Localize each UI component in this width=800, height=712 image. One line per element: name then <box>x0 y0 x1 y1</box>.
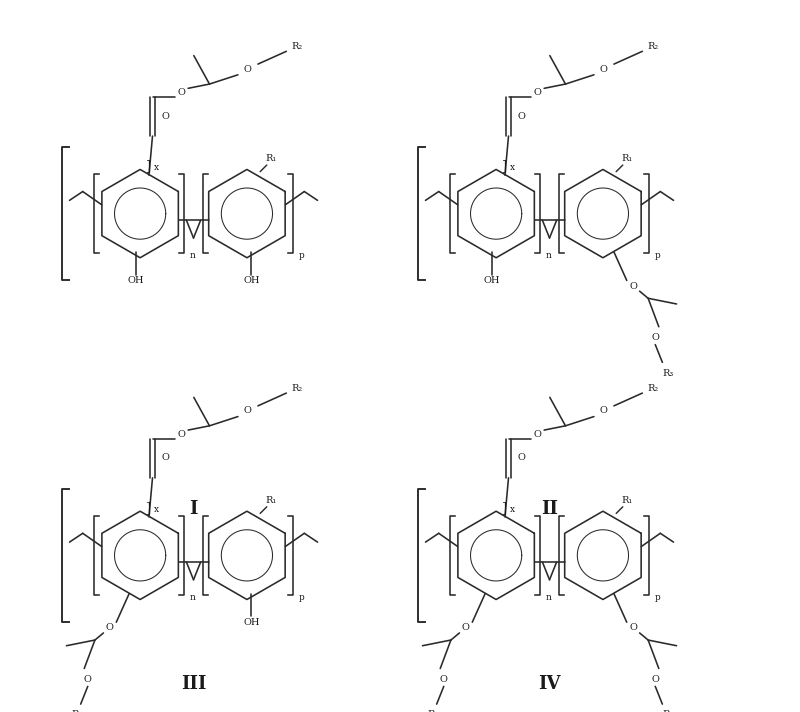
Text: x: x <box>154 163 159 172</box>
Text: p: p <box>299 593 305 602</box>
Text: O: O <box>630 624 638 632</box>
Text: R₃: R₃ <box>662 369 674 377</box>
Text: n: n <box>546 251 552 260</box>
Text: O: O <box>651 675 659 684</box>
Text: O: O <box>177 88 185 97</box>
Text: O: O <box>599 407 607 415</box>
Text: O: O <box>162 112 170 120</box>
Text: ]: ] <box>502 501 508 515</box>
Text: O: O <box>651 333 659 342</box>
Text: R₁: R₁ <box>266 496 277 505</box>
Text: I: I <box>190 500 198 518</box>
Text: R₂: R₂ <box>427 711 438 712</box>
Text: IV: IV <box>538 674 561 693</box>
Text: OH: OH <box>243 618 259 627</box>
Text: p: p <box>299 251 305 260</box>
Text: OH: OH <box>243 276 259 286</box>
Text: x: x <box>510 163 515 172</box>
Text: O: O <box>162 454 170 462</box>
Text: R₂: R₂ <box>71 711 82 712</box>
Text: O: O <box>243 407 251 415</box>
Text: O: O <box>518 454 526 462</box>
Text: R₂: R₂ <box>647 384 658 392</box>
Text: O: O <box>599 65 607 73</box>
Text: O: O <box>518 112 526 120</box>
Text: O: O <box>630 282 638 290</box>
Text: R₂: R₂ <box>647 42 658 51</box>
Text: OH: OH <box>127 276 144 286</box>
Text: p: p <box>655 251 661 260</box>
Text: R₁: R₁ <box>622 154 633 163</box>
Text: R₁: R₁ <box>622 496 633 505</box>
Text: R₃: R₃ <box>662 711 674 712</box>
Text: ]: ] <box>146 501 152 515</box>
Text: O: O <box>177 430 185 439</box>
Text: n: n <box>190 593 196 602</box>
Text: R₁: R₁ <box>266 154 277 163</box>
Text: n: n <box>190 251 196 260</box>
Text: R₂: R₂ <box>291 42 302 51</box>
Text: p: p <box>655 593 661 602</box>
Text: OH: OH <box>483 276 500 286</box>
Text: ]: ] <box>146 159 152 173</box>
Text: III: III <box>181 674 206 693</box>
Text: II: II <box>541 500 558 518</box>
Text: R₂: R₂ <box>291 384 302 392</box>
Text: x: x <box>154 505 159 513</box>
Text: n: n <box>546 593 552 602</box>
Text: O: O <box>533 430 541 439</box>
Text: O: O <box>106 624 113 632</box>
Text: O: O <box>243 65 251 73</box>
Text: O: O <box>440 675 448 684</box>
Text: O: O <box>462 624 469 632</box>
Text: x: x <box>510 505 515 513</box>
Text: ]: ] <box>502 159 508 173</box>
Text: O: O <box>84 675 92 684</box>
Text: O: O <box>533 88 541 97</box>
